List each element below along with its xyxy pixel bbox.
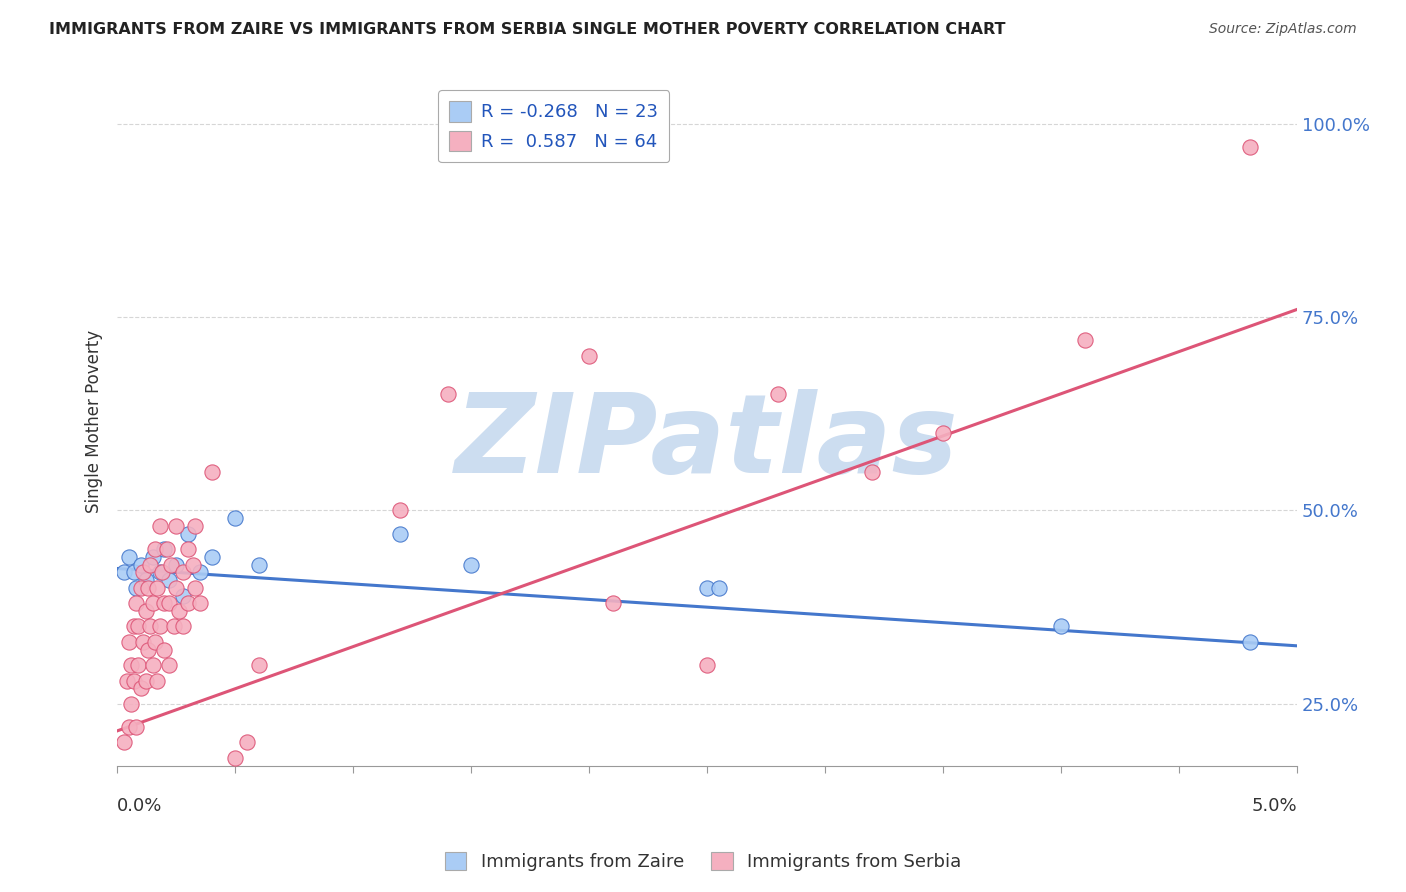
Point <box>578 349 600 363</box>
Point <box>127 619 149 633</box>
Point <box>149 519 172 533</box>
Text: 0.0%: 0.0% <box>117 797 163 814</box>
Point <box>696 658 718 673</box>
Point <box>172 619 194 633</box>
Point <box>165 558 187 572</box>
Point <box>136 581 159 595</box>
Point <box>153 642 176 657</box>
Point <box>172 589 194 603</box>
Point <box>165 581 187 595</box>
Point <box>696 581 718 595</box>
Legend: R = -0.268   N = 23, R =  0.587   N = 64: R = -0.268 N = 23, R = 0.587 N = 64 <box>439 90 669 162</box>
Point <box>146 581 169 595</box>
Point <box>149 619 172 633</box>
Point <box>184 581 207 595</box>
Text: 5.0%: 5.0% <box>1251 797 1298 814</box>
Point <box>134 673 156 688</box>
Point <box>143 542 166 557</box>
Point <box>112 735 135 749</box>
Point <box>157 596 180 610</box>
Y-axis label: Single Mother Poverty: Single Mother Poverty <box>86 330 103 513</box>
Point <box>177 526 200 541</box>
Point <box>139 558 162 572</box>
Point <box>224 751 246 765</box>
Point <box>157 658 180 673</box>
Point <box>602 596 624 610</box>
Point <box>460 558 482 572</box>
Point <box>122 566 145 580</box>
Point <box>134 573 156 587</box>
Point <box>247 558 270 572</box>
Point <box>149 566 172 580</box>
Point <box>932 426 955 441</box>
Point <box>146 673 169 688</box>
Point <box>157 573 180 587</box>
Point <box>1239 140 1261 154</box>
Point <box>153 596 176 610</box>
Point <box>184 519 207 533</box>
Point <box>120 658 142 673</box>
Point <box>181 558 204 572</box>
Point <box>389 526 412 541</box>
Point <box>129 681 152 696</box>
Legend: Immigrants from Zaire, Immigrants from Serbia: Immigrants from Zaire, Immigrants from S… <box>437 845 969 879</box>
Point <box>132 566 155 580</box>
Point <box>142 549 165 564</box>
Text: IMMIGRANTS FROM ZAIRE VS IMMIGRANTS FROM SERBIA SINGLE MOTHER POVERTY CORRELATIO: IMMIGRANTS FROM ZAIRE VS IMMIGRANTS FROM… <box>49 22 1005 37</box>
Point <box>112 566 135 580</box>
Point <box>129 581 152 595</box>
Point <box>200 465 222 479</box>
Point <box>129 558 152 572</box>
Point <box>125 720 148 734</box>
Point <box>143 635 166 649</box>
Point <box>122 673 145 688</box>
Point <box>1239 635 1261 649</box>
Point <box>167 604 190 618</box>
Text: Source: ZipAtlas.com: Source: ZipAtlas.com <box>1209 22 1357 37</box>
Point <box>177 542 200 557</box>
Point <box>134 604 156 618</box>
Point <box>118 549 141 564</box>
Point <box>177 596 200 610</box>
Point <box>224 511 246 525</box>
Point <box>860 465 883 479</box>
Point <box>136 642 159 657</box>
Point <box>118 720 141 734</box>
Point <box>160 558 183 572</box>
Point <box>436 387 458 401</box>
Point <box>118 635 141 649</box>
Point <box>163 619 186 633</box>
Point <box>707 581 730 595</box>
Point <box>150 566 173 580</box>
Point <box>1050 619 1073 633</box>
Point <box>115 673 138 688</box>
Point <box>165 519 187 533</box>
Point <box>132 635 155 649</box>
Point <box>153 542 176 557</box>
Point <box>156 542 179 557</box>
Point <box>125 596 148 610</box>
Text: ZIPatlas: ZIPatlas <box>456 389 959 496</box>
Point <box>139 619 162 633</box>
Point <box>188 596 211 610</box>
Point <box>142 596 165 610</box>
Point <box>188 566 211 580</box>
Point <box>1073 334 1095 348</box>
Point <box>122 619 145 633</box>
Point <box>120 697 142 711</box>
Point <box>389 503 412 517</box>
Point <box>125 581 148 595</box>
Point <box>236 735 259 749</box>
Point <box>212 774 235 789</box>
Point <box>172 566 194 580</box>
Point <box>247 658 270 673</box>
Point <box>127 658 149 673</box>
Point <box>766 387 789 401</box>
Point <box>142 658 165 673</box>
Point <box>200 549 222 564</box>
